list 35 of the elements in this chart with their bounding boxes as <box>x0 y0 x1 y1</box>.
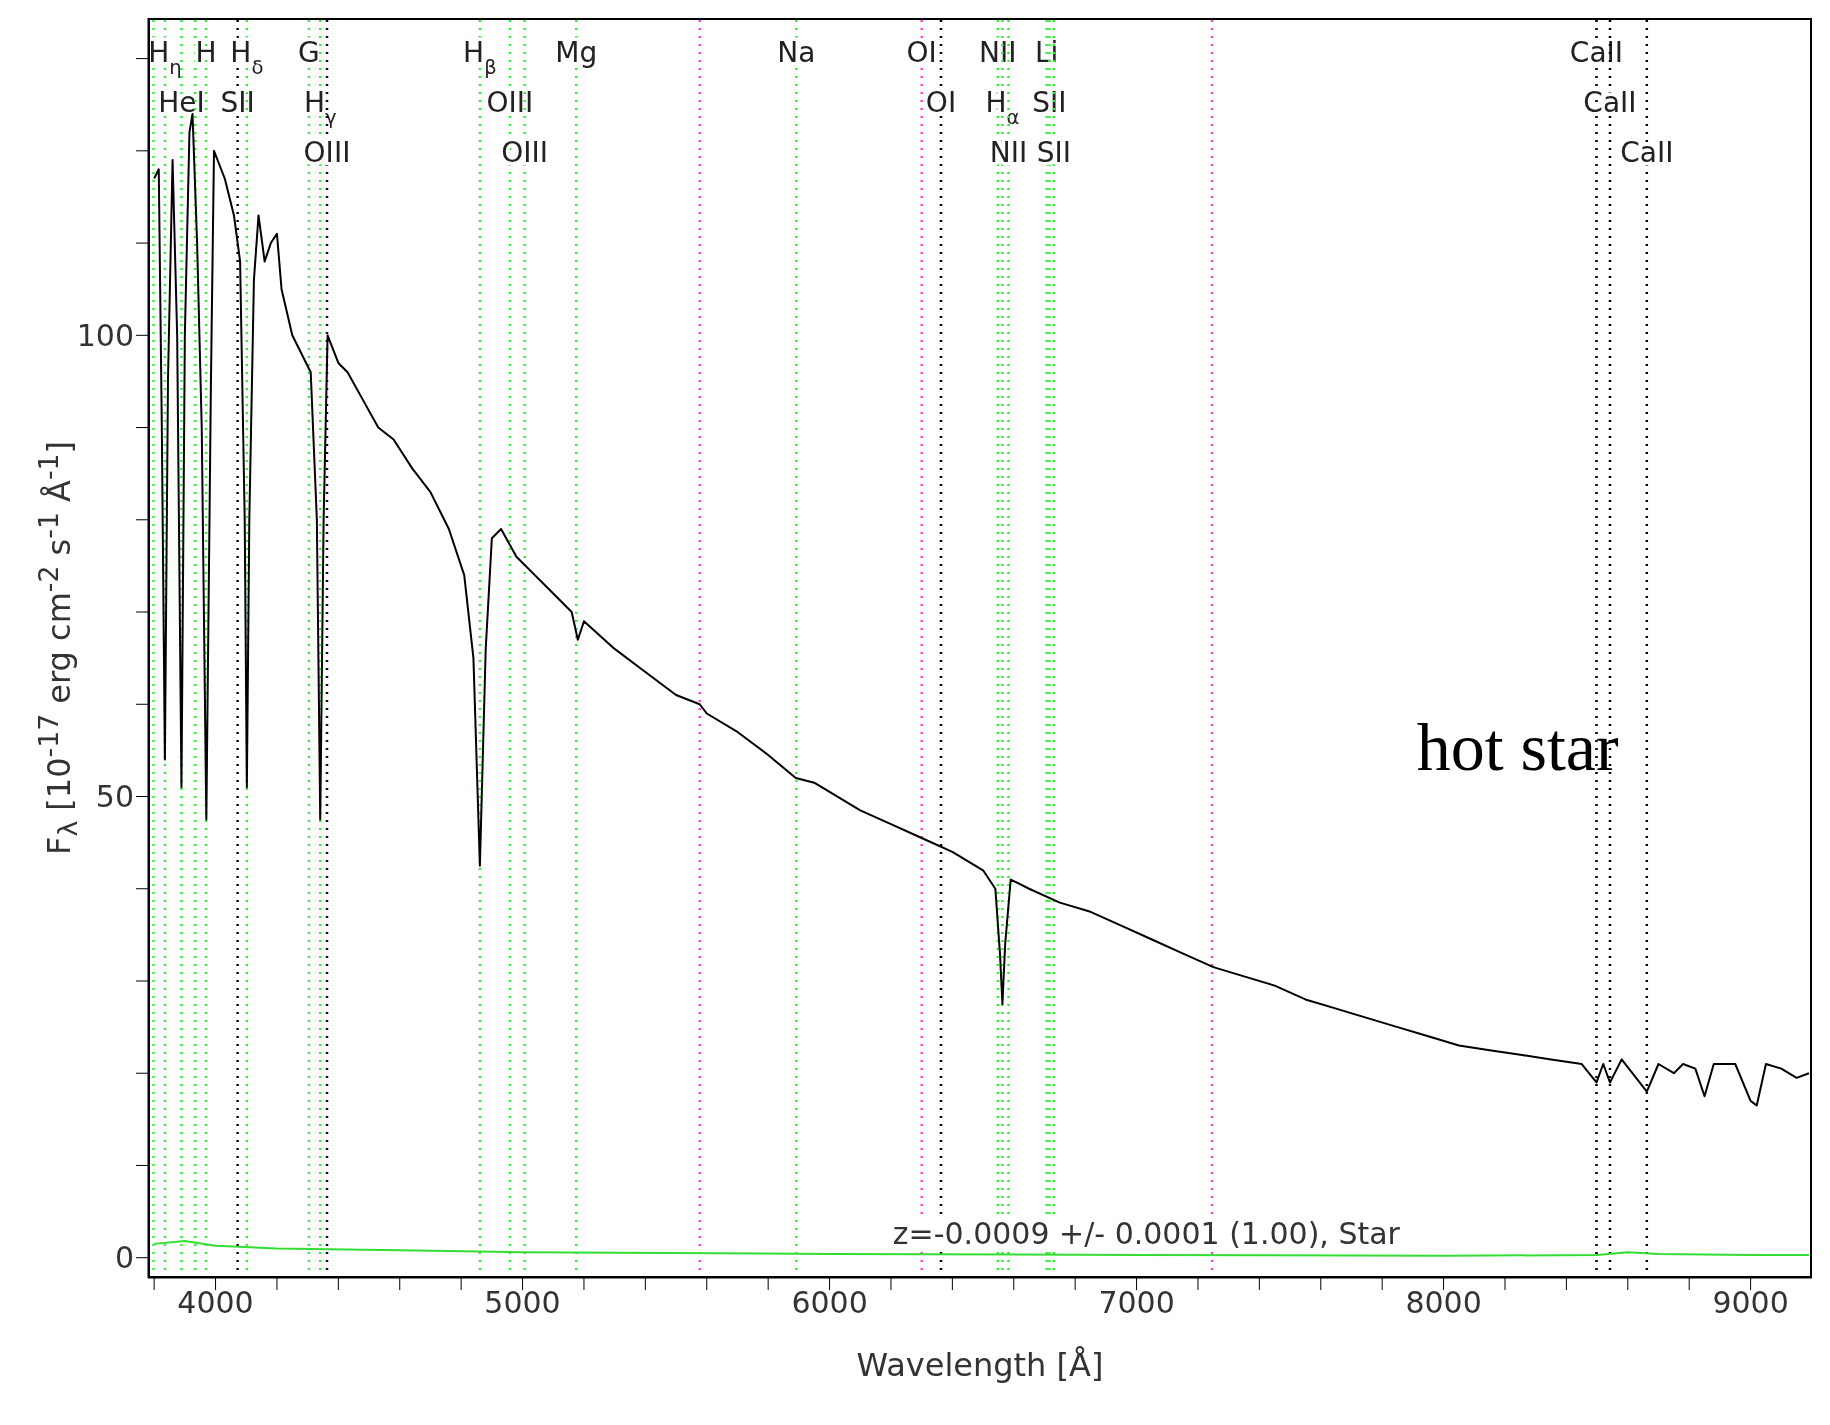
ref-line-label: H <box>195 36 217 69</box>
x-tick-label: 6000 <box>791 1285 868 1321</box>
ref-line-label: Mg <box>555 36 598 69</box>
ref-line-label: OIII <box>501 136 549 169</box>
ref-line-label: OI <box>906 36 937 69</box>
ref-line-label: H$_{β}$ <box>463 36 497 79</box>
ref-line-label: OIII <box>486 86 534 119</box>
ref-line-label: Na <box>777 36 816 69</box>
x-tick-label: 5000 <box>484 1285 561 1321</box>
ref-line-label: CaII <box>1583 86 1637 119</box>
ref-line-label: H$_{η}$ <box>148 36 182 79</box>
ref-line-label: NII <box>979 36 1017 69</box>
ref-line-label: CaII <box>1620 136 1674 169</box>
y-tick-label: 100 <box>76 317 134 353</box>
x-tick-label: 4000 <box>177 1285 254 1321</box>
ref-line-label: OIII <box>303 136 351 169</box>
annotation: z=-0.0009 +/- 0.0001 (1.00), Star <box>888 1216 1404 1251</box>
ref-line-label: CaII <box>1569 36 1624 69</box>
ref-line-label: SII <box>1036 136 1072 169</box>
ref-line-label: G <box>298 36 320 69</box>
ref-line-label: H$_{δ}$ <box>230 36 264 79</box>
ref-line-label: H$_{γ}$ <box>303 86 337 129</box>
x-tick-label: 8000 <box>1405 1285 1482 1321</box>
ref-line-label: SII <box>1032 86 1067 119</box>
ref-line-label: OI <box>925 86 957 119</box>
ref-line-label: H$_{α}$ <box>985 86 1020 129</box>
x-tick-label: 9000 <box>1712 1285 1789 1321</box>
annotation: hot star <box>1415 708 1620 787</box>
x-axis-title: Wavelength [Å] <box>855 1346 1105 1384</box>
ref-line-label: NII <box>989 136 1028 169</box>
y-tick-label: 50 <box>95 779 134 815</box>
x-tick-label: 7000 <box>1098 1285 1175 1321</box>
y-tick-label: 0 <box>114 1240 134 1276</box>
ref-line-label: HeI <box>158 86 205 119</box>
ref-line-label: SII <box>220 86 255 119</box>
